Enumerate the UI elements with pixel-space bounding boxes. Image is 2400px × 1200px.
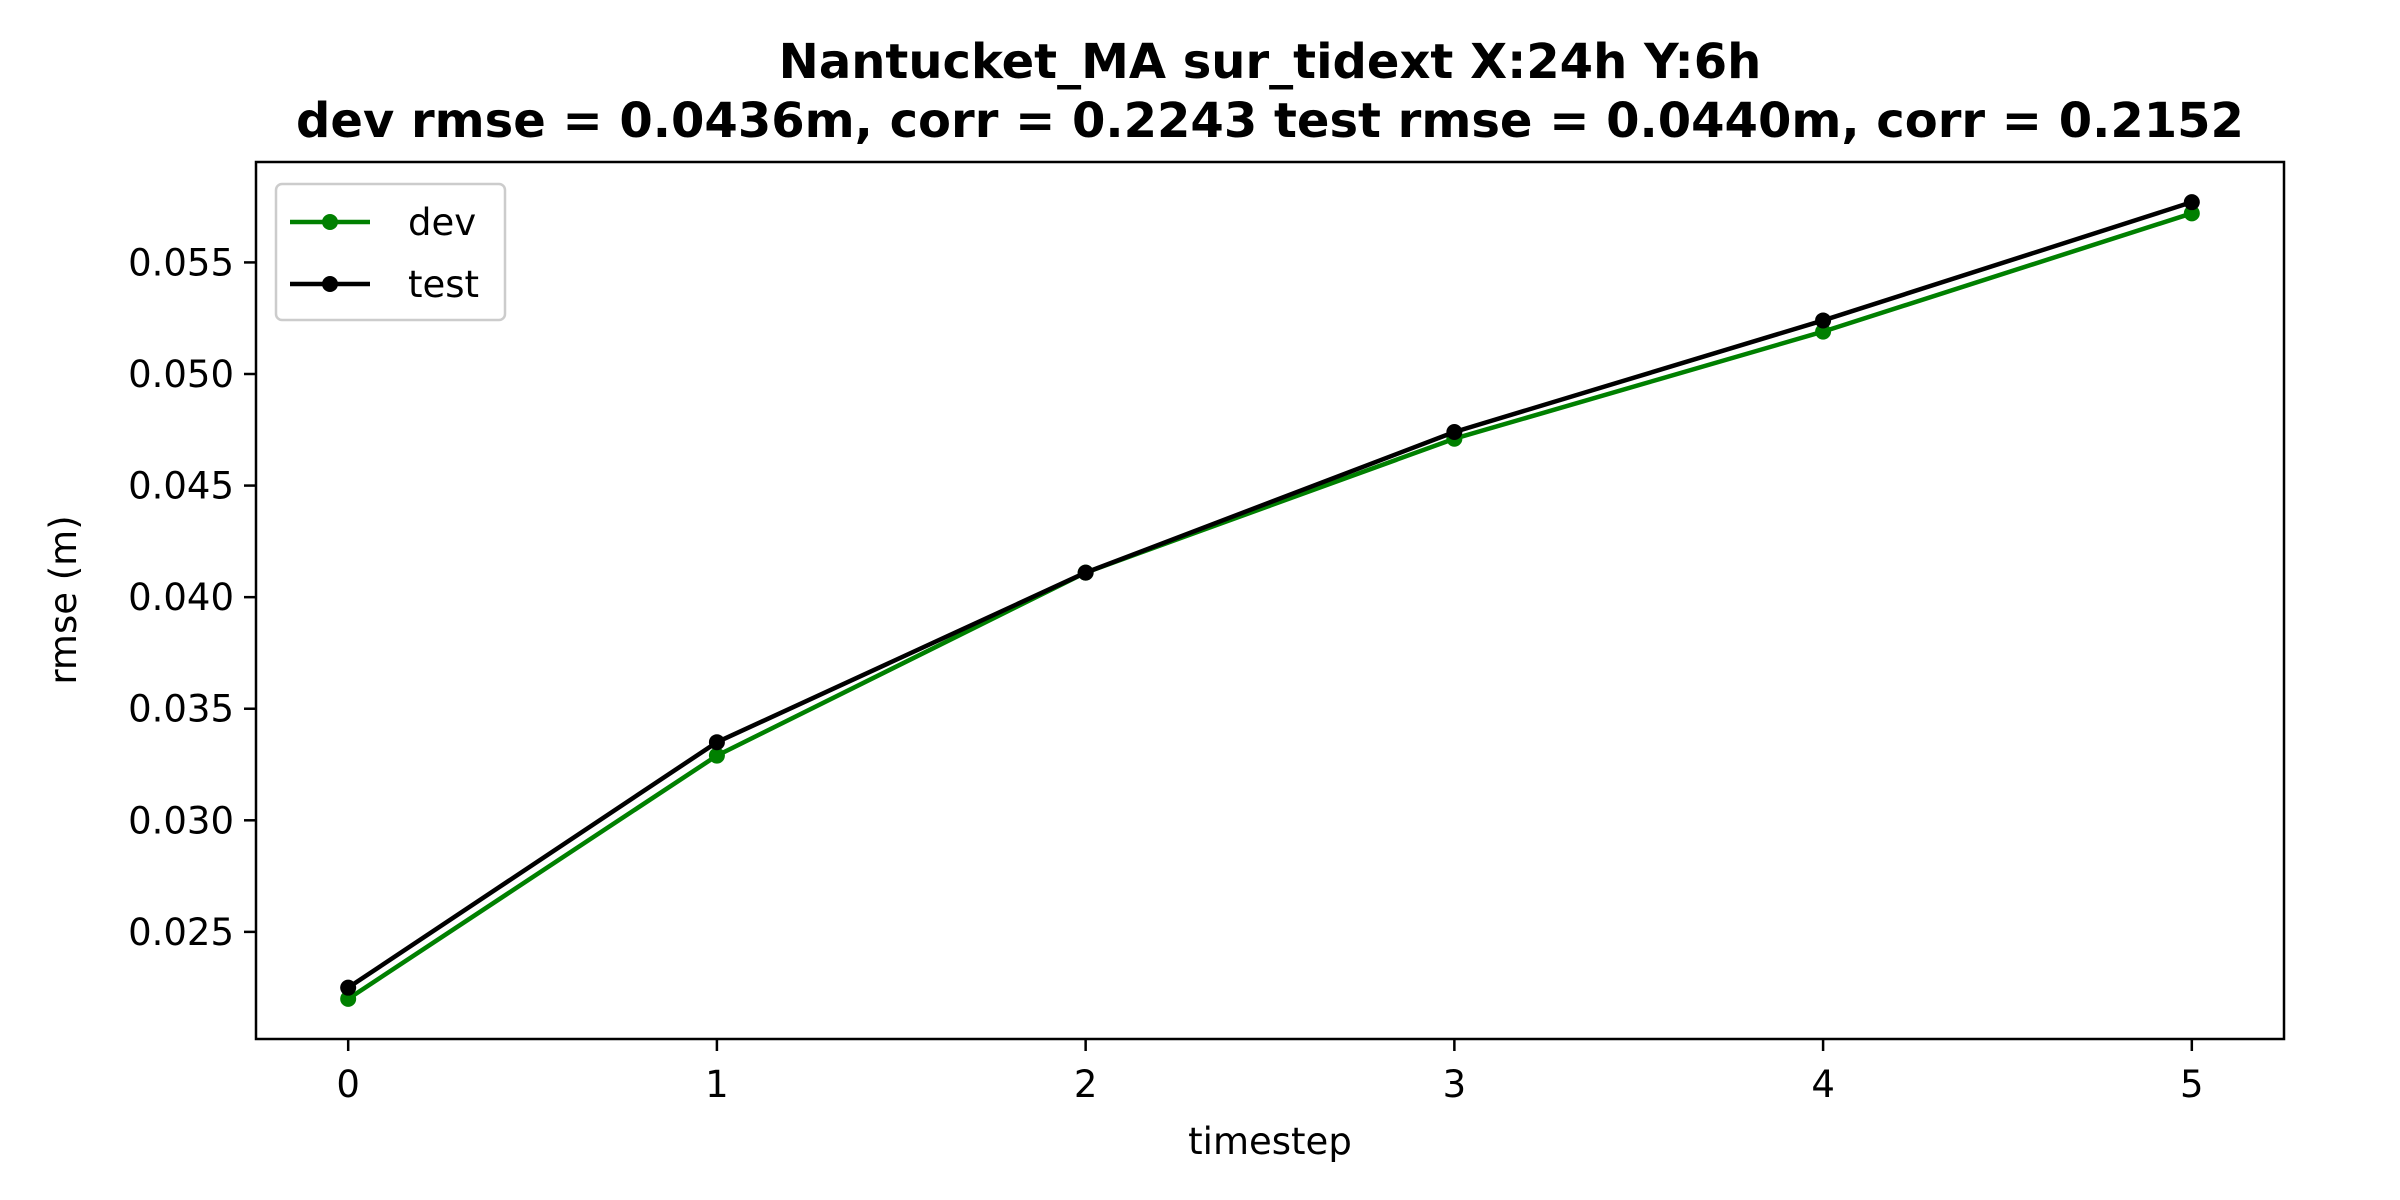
legend: dev test <box>274 182 507 322</box>
y-tick-label: 0.035 <box>128 688 234 731</box>
chart-subtitle: dev rmse = 0.0436m, corr = 0.2243 test r… <box>296 93 2244 149</box>
legend-label-test: test <box>408 263 479 306</box>
series-layer <box>340 194 2200 1007</box>
y-tick-label: 0.045 <box>128 465 234 508</box>
series-line-dev <box>346 211 2193 1001</box>
plot-frame <box>254 160 2286 1041</box>
x-tick-label: 3 <box>1443 1063 1467 1106</box>
y-axis-ticks: 0.025 0.030 0.035 0.040 0.045 0.050 0.055 <box>128 241 256 954</box>
legend-label-dev: dev <box>408 201 476 244</box>
x-axis-label: timestep <box>1188 1120 1352 1163</box>
series-point-test <box>1815 312 1832 329</box>
x-tick-label: 1 <box>705 1063 729 1106</box>
x-tick-label: 5 <box>2180 1063 2204 1106</box>
y-tick-label: 0.040 <box>128 576 234 619</box>
series-point-dev <box>2183 205 2200 222</box>
legend-marker-test <box>322 276 338 292</box>
y-tick-label: 0.055 <box>128 241 234 284</box>
series-point-dev <box>340 990 357 1007</box>
series-point-test <box>1077 564 1094 581</box>
series-point-test <box>708 734 725 751</box>
x-axis-ticks: 0 1 2 3 4 5 <box>336 1039 2204 1106</box>
series-point-test <box>1446 424 1463 441</box>
y-axis-label: rmse (m) <box>42 515 85 684</box>
x-tick-label: 2 <box>1074 1063 1098 1106</box>
x-tick-label: 4 <box>1811 1063 1835 1106</box>
series-point-test <box>2183 194 2200 211</box>
chart-title: Nantucket_MA sur_tidext X:24h Y:6h <box>779 34 1762 90</box>
series-point-dev <box>708 747 725 764</box>
series-line-test <box>346 200 2193 990</box>
y-tick-label: 0.025 <box>128 911 234 954</box>
y-tick-label: 0.050 <box>128 353 234 396</box>
series-point-dev <box>1815 323 1832 340</box>
series-point-test <box>340 979 357 996</box>
x-tick-label: 0 <box>336 1063 360 1106</box>
legend-marker-dev <box>322 214 338 230</box>
y-tick-label: 0.030 <box>128 799 234 842</box>
